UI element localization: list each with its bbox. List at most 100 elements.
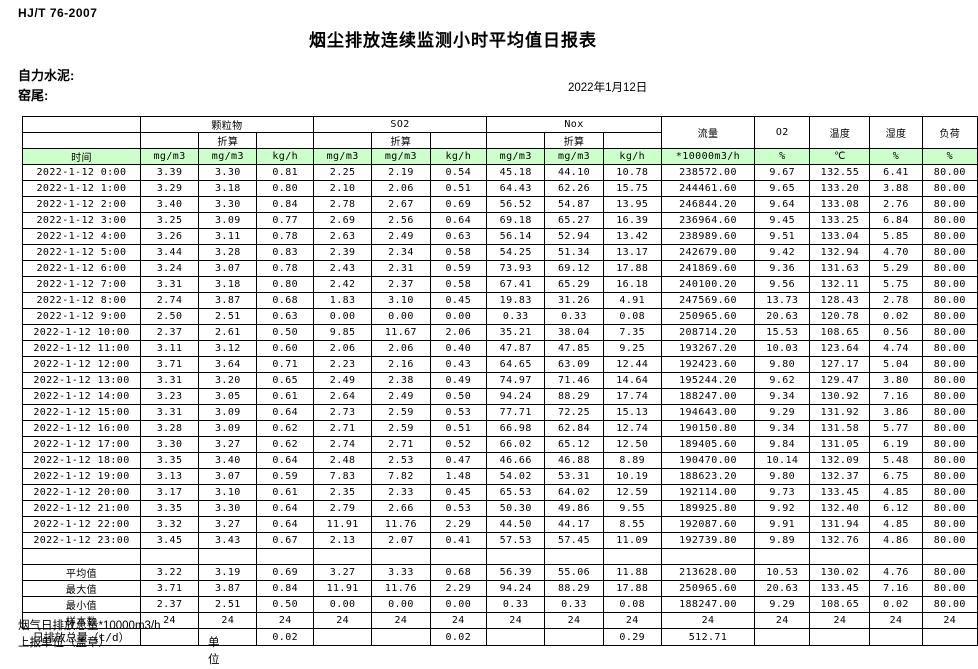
cell-so2-measured: 2.74 [313, 436, 373, 453]
cell-temperature: 131.94 [809, 516, 871, 533]
subheader-nox-converted: 折算 [544, 132, 604, 149]
cell-time: 2022-1-12 5:00 [22, 244, 141, 261]
cell-temperature: 133.08 [809, 196, 871, 213]
cell-nox-converted: 47.85 [544, 340, 604, 357]
summary-average-o2: 10.53 [754, 564, 811, 581]
subheader-pm-measured [139, 132, 200, 149]
header-time-label: 时间 [22, 148, 141, 165]
cell-pm-measured: 3.25 [139, 212, 200, 229]
summary-minimum-pm-converted: 2.51 [198, 596, 258, 613]
cell-nox-measured: 47.87 [486, 340, 546, 357]
cell-nox-rate: 8.89 [602, 452, 662, 469]
cell-time: 2022-1-12 15:00 [22, 404, 141, 421]
cell-o2: 9.91 [754, 516, 811, 533]
cell-nox-converted: 63.09 [544, 356, 604, 373]
summary-maximum-load: 80.00 [921, 580, 978, 597]
footer: 烟气日排放总量*10000m3/h 上报单位（盖章） 单位 [18, 618, 220, 666]
cell-load: 80.00 [921, 212, 978, 229]
unit-nox-rate: kg/h [602, 148, 662, 165]
cell-o2: 20.63 [754, 308, 811, 325]
summary-minimum-flow: 188247.00 [660, 596, 756, 613]
summary-average-pm-rate: 0.69 [256, 564, 315, 581]
summary-minimum-nox-rate: 0.08 [602, 596, 662, 613]
subheader-so2-converted: 折算 [371, 132, 431, 149]
cell-o2: 9.67 [754, 164, 811, 181]
cell-nox-rate: 17.88 [602, 260, 662, 277]
cell-pm-measured: 3.32 [139, 516, 200, 533]
cell-spacer [371, 548, 431, 565]
table-row: 2022-1-12 14:00 3.23 3.05 0.61 2.64 2.49 0.50 9… [22, 388, 978, 405]
cell-flow: 238989.60 [660, 228, 756, 245]
cell-time: 2022-1-12 12:00 [22, 356, 141, 373]
cell-humidity: 3.88 [869, 180, 923, 197]
summary-daily-total-o2 [754, 628, 811, 646]
cell-nox-rate: 8.55 [602, 516, 662, 533]
summary-sample-count-nox-measured: 24 [486, 612, 546, 629]
cell-nox-converted: 62.84 [544, 420, 604, 437]
summary-maximum-so2-rate: 2.29 [429, 580, 488, 597]
cell-humidity: 5.48 [869, 452, 923, 469]
emission-report-table: 颗粒物 SO2 Nox 流量 O2 温度 湿度 负荷 折算 折算 [22, 116, 978, 646]
cell-temperature: 131.63 [809, 260, 871, 277]
cell-so2-converted: 2.71 [371, 436, 431, 453]
header-group-load: 负荷 [921, 116, 978, 149]
cell-load: 80.00 [921, 532, 978, 549]
cell-pm-converted: 3.12 [198, 340, 258, 357]
cell-flow: 240100.20 [660, 276, 756, 293]
unit-pm-rate: kg/h [256, 148, 315, 165]
cell-nox-measured: 77.71 [486, 404, 546, 421]
cell-o2: 15.53 [754, 324, 811, 341]
cell-so2-measured: 2.79 [313, 500, 373, 517]
cell-nox-converted: 51.34 [544, 244, 604, 261]
cell-pm-rate: 0.78 [256, 228, 315, 245]
summary-maximum-temperature: 133.45 [809, 580, 871, 597]
cell-load: 80.00 [921, 164, 978, 181]
cell-nox-measured: 54.25 [486, 244, 546, 261]
summary-minimum-so2-rate: 0.00 [429, 596, 488, 613]
cell-nox-measured: 35.21 [486, 324, 546, 341]
cell-spacer [139, 548, 200, 565]
cell-nox-rate: 14.64 [602, 372, 662, 389]
summary-maximum-so2-measured: 11.91 [313, 580, 373, 597]
summary-row-daily-total: 日排放总量（t/d） 0.02 0.02 0.29 512.71 [22, 628, 978, 646]
cell-nox-rate: 12.59 [602, 484, 662, 501]
cell-nox-converted: 31.26 [544, 292, 604, 309]
cell-flow: 192087.60 [660, 516, 756, 533]
cell-humidity: 0.56 [869, 324, 923, 341]
cell-temperature: 133.20 [809, 180, 871, 197]
cell-nox-converted: 38.04 [544, 324, 604, 341]
cell-pm-rate: 0.67 [256, 532, 315, 549]
cell-pm-measured: 3.13 [139, 468, 200, 485]
cell-so2-rate: 0.00 [429, 308, 488, 325]
cell-pm-measured: 3.40 [139, 196, 200, 213]
cell-so2-rate: 0.58 [429, 244, 488, 261]
cell-temperature: 133.45 [809, 484, 871, 501]
cell-so2-rate: 0.59 [429, 260, 488, 277]
summary-minimum-temperature: 108.65 [809, 596, 871, 613]
summary-average-so2-converted: 3.33 [371, 564, 431, 581]
cell-so2-converted: 2.56 [371, 212, 431, 229]
header-group-particulate: 颗粒物 [139, 116, 315, 133]
cell-flow: 208714.20 [660, 324, 756, 341]
cell-pm-converted: 3.27 [198, 436, 258, 453]
cell-nox-converted: 65.27 [544, 212, 604, 229]
cell-so2-measured: 2.42 [313, 276, 373, 293]
table-row: 2022-1-12 23:00 3.45 3.43 0.67 2.13 2.07 0.41 5… [22, 532, 978, 549]
cell-pm-converted: 3.07 [198, 468, 258, 485]
standard-code: HJ/T 76-2007 [18, 6, 98, 20]
cell-so2-converted: 11.76 [371, 516, 431, 533]
table-header-sub: 折算 折算 折算 [22, 132, 978, 149]
cell-humidity: 0.02 [869, 308, 923, 325]
header-group-temperature: 温度 [809, 116, 871, 149]
cell-nox-converted: 44.10 [544, 164, 604, 181]
cell-so2-converted: 7.82 [371, 468, 431, 485]
cell-nox-measured: 65.53 [486, 484, 546, 501]
cell-nox-measured: 46.66 [486, 452, 546, 469]
table-summary-body: 平均值 3.22 3.19 0.69 3.27 3.33 0.68 56.39 55.06 11.… [22, 548, 978, 646]
cell-nox-measured: 56.52 [486, 196, 546, 213]
cell-load: 80.00 [921, 260, 978, 277]
cell-flow: 244461.60 [660, 180, 756, 197]
cell-load: 80.00 [921, 452, 978, 469]
table-row: 2022-1-12 3:00 3.25 3.09 0.77 2.69 2.56 0.64 69… [22, 212, 978, 229]
